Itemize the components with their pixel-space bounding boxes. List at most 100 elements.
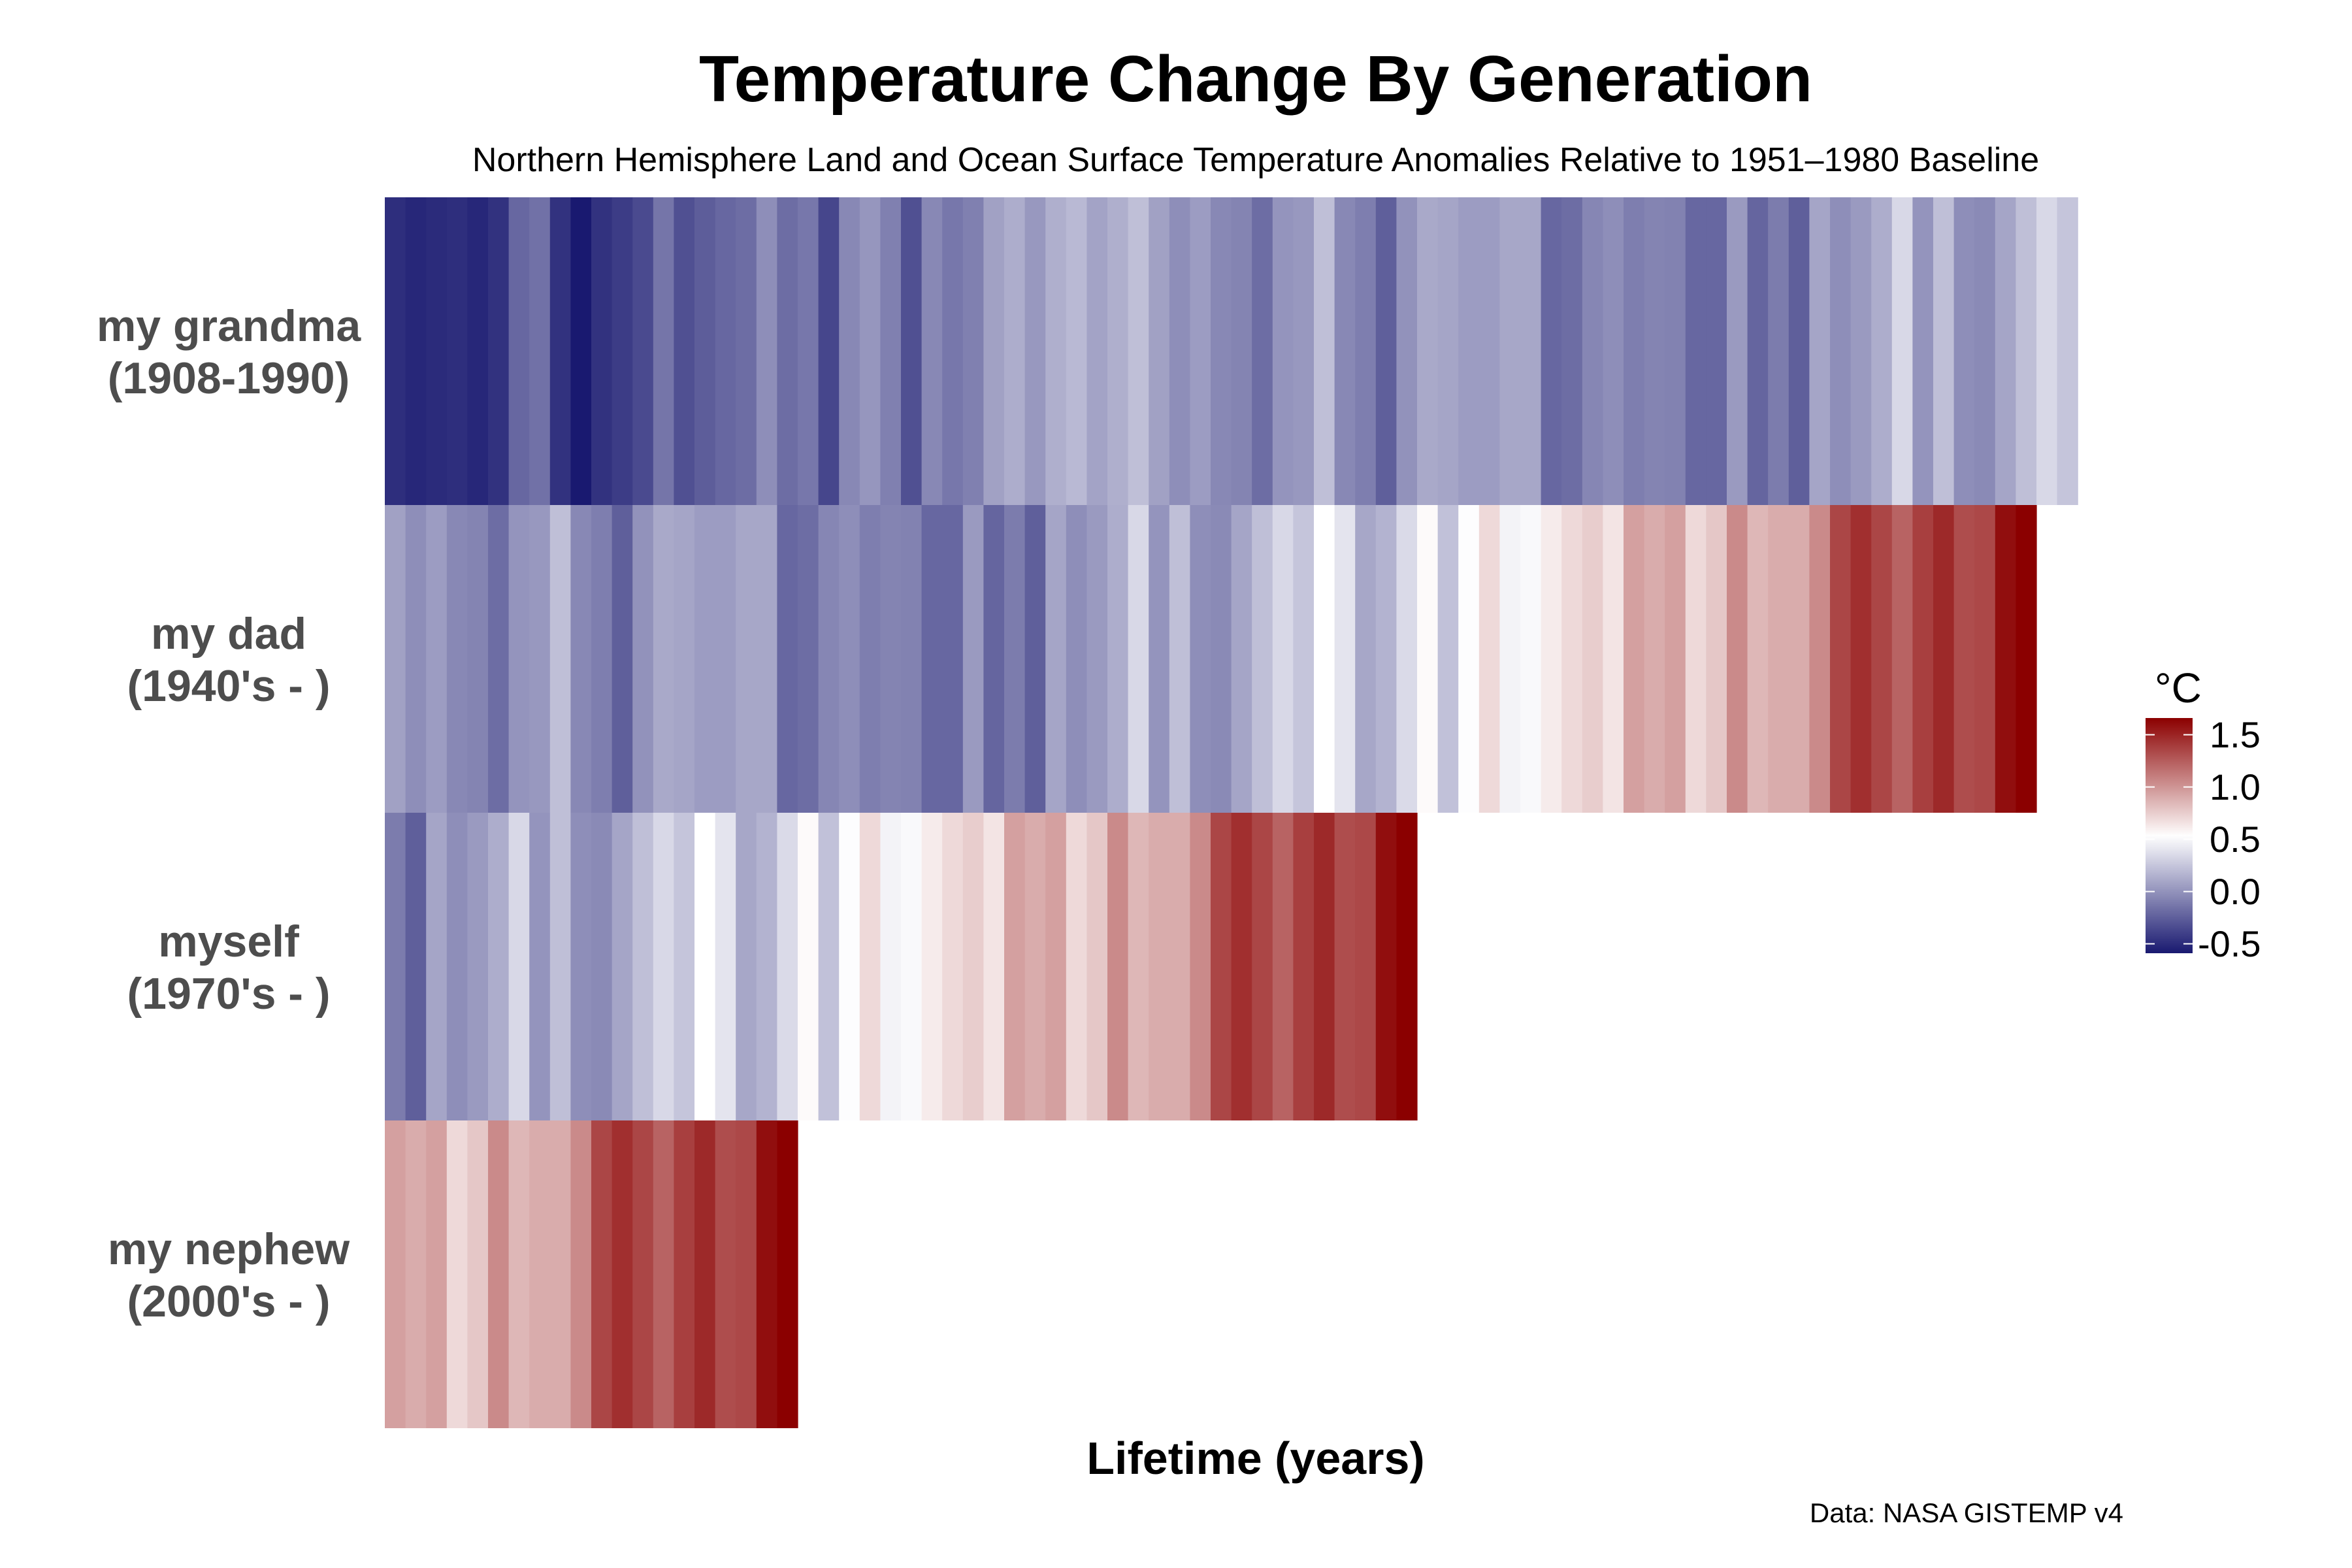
heatmap-tile: [1458, 505, 1480, 813]
heatmap-tile: [1809, 197, 1831, 505]
heatmap-tile: [1107, 813, 1129, 1120]
caption: Data: NASA GISTEMP v4: [1810, 1497, 2123, 1528]
heatmap-tile: [736, 505, 757, 813]
heatmap-tile: [1066, 505, 1087, 813]
heatmap-tile: [880, 813, 902, 1120]
heatmap-tile: [467, 197, 489, 505]
heatmap-tile: [488, 1120, 510, 1428]
heatmap-tile: [674, 1120, 695, 1428]
heatmap-tile: [1417, 505, 1439, 813]
heatmap-tile: [2057, 197, 2078, 505]
heatmap-tile: [1850, 505, 1872, 813]
heatmap-tile: [426, 505, 448, 813]
heatmap-tile: [612, 505, 633, 813]
legend-tick-label: 0.0: [2210, 871, 2261, 912]
heatmap-tile: [549, 813, 571, 1120]
row-label-nephew-years: (2000's - ): [127, 1277, 331, 1326]
heatmap-tile: [1045, 197, 1067, 505]
heatmap-tile: [983, 813, 1005, 1120]
heatmap-tile: [1066, 813, 1087, 1120]
heatmap-tile: [385, 197, 406, 505]
legend-tick-label: 1.0: [2210, 766, 2261, 808]
heatmap-tile: [508, 197, 530, 505]
heatmap-tile: [1499, 505, 1521, 813]
heatmap-tile: [901, 505, 923, 813]
heatmap-tile: [612, 1120, 633, 1428]
heatmap-tile: [570, 197, 592, 505]
heatmap-tile: [653, 813, 674, 1120]
heatmap-tile: [570, 813, 592, 1120]
heatmap-tile: [549, 1120, 571, 1428]
heatmap-tile: [467, 1120, 489, 1428]
heatmap-tile: [570, 505, 592, 813]
heatmap-tile: [1437, 505, 1459, 813]
heatmap-tile: [1788, 505, 1810, 813]
heatmap-tile: [736, 813, 757, 1120]
heatmap-tile: [1045, 813, 1067, 1120]
heatmap-tile: [426, 1120, 448, 1428]
heatmap-tile: [1252, 197, 1273, 505]
heatmap-tile: [1314, 813, 1335, 1120]
heatmap-tile: [921, 505, 943, 813]
heatmap-tile: [653, 505, 674, 813]
heatmap-tile: [2016, 505, 2037, 813]
heatmap-tile: [694, 505, 716, 813]
heatmap-tile: [549, 197, 571, 505]
heatmap-tile: [674, 813, 695, 1120]
legend-tick-label: 0.5: [2210, 819, 2261, 860]
heatmap-tile: [488, 505, 510, 813]
heatmap-tile: [1128, 197, 1149, 505]
heatmap-tile: [1375, 505, 1397, 813]
heatmap-tile: [1293, 505, 1315, 813]
heatmap-tile: [446, 505, 468, 813]
heatmap-tile: [385, 505, 406, 813]
heatmap-tile: [880, 505, 902, 813]
legend-tick-label: -0.5: [2198, 923, 2261, 964]
heatmap-tile: [1995, 505, 2016, 813]
row-label-dad-years: (1940's - ): [127, 661, 331, 711]
heatmap-tile: [777, 813, 798, 1120]
heatmap-tile: [1788, 197, 1810, 505]
heatmap-tile: [385, 813, 406, 1120]
heatmap-tile: [632, 813, 654, 1120]
heatmap-tile: [1727, 197, 1748, 505]
heatmap-tile: [1830, 505, 1852, 813]
heatmap-tile: [921, 197, 943, 505]
heatmap-tile: [1458, 197, 1480, 505]
heatmap-tile: [1850, 197, 1872, 505]
heatmap-tile: [942, 505, 964, 813]
heatmap-tile: [962, 197, 984, 505]
heatmap-tile: [1086, 505, 1108, 813]
heatmap-tile: [1024, 197, 1046, 505]
heatmap-tile: [1685, 197, 1707, 505]
heatmap-tile: [529, 197, 551, 505]
heatmap-tile: [1149, 197, 1170, 505]
heatmap-tile: [446, 1120, 468, 1428]
heatmap-tile: [1768, 505, 1789, 813]
heatmap-tile: [962, 505, 984, 813]
heatmap-tile: [549, 505, 571, 813]
heatmap-tile: [859, 813, 881, 1120]
heatmap-tile: [1706, 197, 1727, 505]
heatmap-tile: [1004, 813, 1026, 1120]
heatmap-tile: [859, 505, 881, 813]
heatmap-tile: [1933, 505, 1955, 813]
heatmap-tile: [467, 813, 489, 1120]
heatmap-tile: [1953, 505, 1975, 813]
heatmap-tile: [818, 813, 840, 1120]
heatmap-tile: [1912, 505, 1934, 813]
heatmap-tile: [694, 1120, 716, 1428]
heatmap-tile: [1086, 813, 1108, 1120]
heatmap-tile: [901, 813, 923, 1120]
row-label-dad-name: my dad: [151, 609, 306, 659]
row-labels: my grandma (1908-1990) my dad (1940's - …: [97, 301, 362, 1326]
x-axis-label: Lifetime (years): [1086, 1433, 1424, 1484]
heatmap-tile: [1727, 505, 1748, 813]
heatmap-tile: [1541, 505, 1562, 813]
heatmap-tile: [1624, 505, 1645, 813]
heatmap-tile: [1355, 813, 1377, 1120]
heatmap-tile: [1169, 505, 1190, 813]
heatmap-tile: [1437, 197, 1459, 505]
legend-tick-label: 1.5: [2210, 714, 2261, 755]
heatmap-tile: [1644, 505, 1665, 813]
